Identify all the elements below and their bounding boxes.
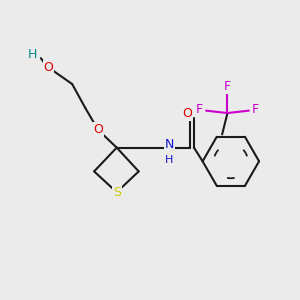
Text: F: F — [224, 80, 231, 93]
Text: O: O — [44, 61, 53, 74]
Text: O: O — [182, 107, 192, 120]
Text: H: H — [165, 154, 173, 164]
Text: F: F — [252, 103, 259, 116]
Text: F: F — [196, 103, 203, 116]
Text: N: N — [165, 138, 174, 151]
Text: S: S — [113, 186, 121, 199]
Text: H: H — [27, 48, 37, 62]
Text: O: O — [93, 123, 103, 136]
